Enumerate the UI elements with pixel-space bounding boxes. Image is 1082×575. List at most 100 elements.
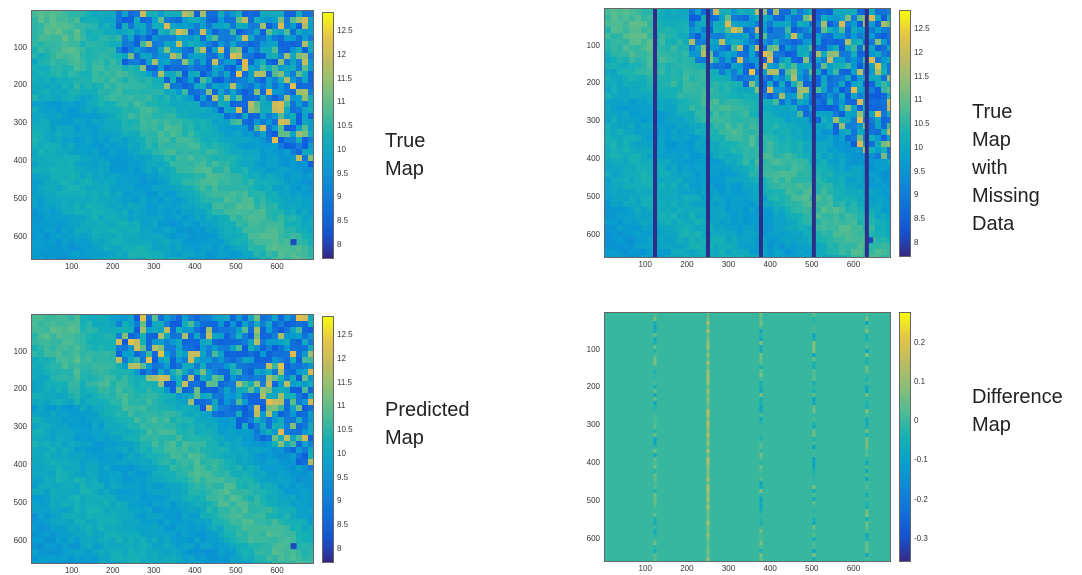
heatmap-cell (122, 53, 128, 59)
heatmap-cell (821, 213, 827, 219)
heatmap-cell (56, 137, 62, 143)
heatmap-cell (98, 17, 104, 23)
heatmap-cell (50, 125, 56, 131)
heatmap-cell (797, 183, 803, 189)
heatmap-cell (743, 135, 749, 141)
heatmap-cell (617, 141, 623, 147)
heatmap-cell (254, 411, 260, 417)
heatmap-cell (164, 23, 170, 29)
heatmap-cell (773, 213, 779, 219)
heatmap-cell (290, 387, 296, 393)
heatmap-cell (128, 233, 134, 239)
heatmap-cell (38, 315, 44, 321)
heatmap-cell (851, 33, 857, 39)
heatmap-cell (164, 369, 170, 375)
heatmap-cell (56, 387, 62, 393)
heatmap-cell (176, 203, 182, 209)
heatmap-cell (647, 15, 653, 21)
heatmap-cell (92, 77, 98, 83)
heatmap-cell (176, 35, 182, 41)
heatmap-cell (122, 203, 128, 209)
heatmap-cell (32, 149, 38, 155)
heatmap-cell (869, 123, 875, 129)
heatmap-cell (278, 47, 284, 53)
heatmap-cell (152, 423, 158, 429)
heatmap-cell (212, 215, 218, 221)
heatmap-cell (236, 357, 242, 363)
heatmap-cell (629, 27, 635, 33)
heatmap-cell (86, 369, 92, 375)
heatmap-cell (128, 203, 134, 209)
heatmap-cell (695, 81, 701, 87)
heatmap-cell (110, 101, 116, 107)
heatmap-cell (647, 135, 653, 141)
heatmap-cell (242, 47, 248, 53)
heatmap-cell (260, 185, 266, 191)
heatmap-cell (146, 155, 152, 161)
heatmap-cell (839, 225, 845, 231)
heatmap-cell (839, 219, 845, 225)
heatmap-cell (797, 255, 803, 257)
heatmap-cell (611, 171, 617, 177)
heatmap-cell (647, 9, 653, 15)
heatmap-cell (677, 39, 683, 45)
heatmap-cell (713, 21, 719, 27)
heatmap-cell (236, 23, 242, 29)
heatmap-cell (104, 95, 110, 101)
heatmap-cell (152, 143, 158, 149)
heatmap-cell (224, 233, 230, 239)
heatmap-cell (839, 57, 845, 63)
heatmap-cell (308, 333, 313, 339)
heatmap-cell (146, 203, 152, 209)
heatmap-cell (857, 159, 863, 165)
heatmap-cell (296, 137, 302, 143)
heatmap-cell (749, 129, 755, 135)
heatmap-cell (833, 153, 839, 159)
heatmap-cell (74, 339, 80, 345)
heatmap-cell (266, 113, 272, 119)
heatmap-cell (158, 221, 164, 227)
heatmap-cell (98, 221, 104, 227)
heatmap-cell (188, 29, 194, 35)
heatmap-cell (647, 93, 653, 99)
heatmap-cell (725, 159, 731, 165)
heatmap-cell (302, 239, 308, 245)
heatmap-cell (875, 81, 881, 87)
heatmap-cell (128, 381, 134, 387)
heatmap-cell (218, 209, 224, 215)
heatmap-cell (170, 101, 176, 107)
heatmap-cell (749, 171, 755, 177)
heatmap-cell (92, 345, 98, 351)
heatmap-cell (164, 71, 170, 77)
heatmap-cell (713, 39, 719, 45)
heatmap-cell (665, 147, 671, 153)
heatmap-cell (188, 65, 194, 71)
heatmap-cell (713, 93, 719, 99)
heatmap-cell (92, 149, 98, 155)
heatmap-cell (224, 375, 230, 381)
heatmap-cell (128, 35, 134, 41)
heatmap-cell (845, 45, 851, 51)
heatmap-cell (68, 53, 74, 59)
heatmap-cell (677, 123, 683, 129)
heatmap-cell (50, 119, 56, 125)
heatmap-cell (713, 249, 719, 255)
y-tick-label: 200 (3, 81, 27, 89)
heatmap-cell (248, 315, 254, 321)
heatmap-cell (38, 47, 44, 53)
heatmap-cell (140, 215, 146, 221)
heatmap-cell (659, 135, 665, 141)
heatmap-cell (116, 239, 122, 245)
heatmap-cell (677, 45, 683, 51)
heatmap-cell (851, 201, 857, 207)
heatmap-cell (164, 339, 170, 345)
heatmap-cell (875, 63, 881, 69)
heatmap-cell (80, 429, 86, 435)
heatmap-cell (737, 105, 743, 111)
heatmap-cell (206, 149, 212, 155)
heatmap-cell (254, 179, 260, 185)
heatmap-cell (68, 77, 74, 83)
heatmap-cell (875, 87, 881, 93)
heatmap-cell (302, 339, 308, 345)
heatmap-cell (308, 221, 313, 227)
